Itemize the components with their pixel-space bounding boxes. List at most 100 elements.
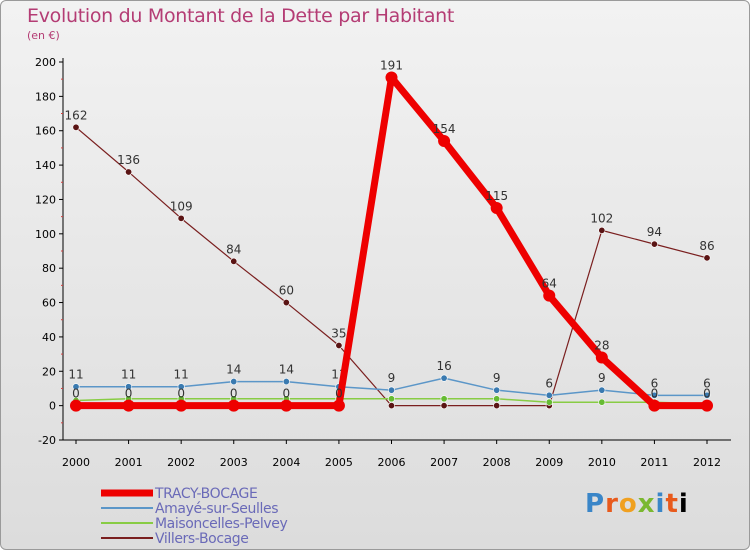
x-tick-label: 2005 (325, 456, 353, 469)
y-tick-label: 0 (49, 400, 56, 413)
data-label: 35 (331, 327, 346, 341)
chart-title: Evolution du Montant de la Dette par Hab… (27, 5, 455, 27)
data-point (650, 240, 658, 248)
data-point (438, 135, 451, 148)
data-point (598, 226, 606, 234)
data-label: 136 (117, 153, 140, 167)
data-point (227, 399, 240, 412)
data-point (387, 395, 395, 403)
data-point (230, 257, 238, 265)
data-label: 154 (433, 122, 456, 136)
data-label: 9 (388, 371, 396, 385)
data-point (490, 202, 503, 215)
x-tick-label: 2011 (640, 456, 668, 469)
data-point (125, 383, 133, 391)
data-label: 64 (542, 277, 557, 291)
data-label: 14 (226, 363, 241, 377)
data-label: 11 (174, 368, 189, 382)
data-point (387, 386, 395, 394)
data-point (280, 399, 293, 412)
legend-label: TRACY-BOCAGE (154, 486, 257, 502)
data-label: 0 (230, 387, 238, 401)
data-label: 102 (590, 211, 613, 225)
data-point (650, 391, 658, 399)
data-label: 6 (703, 376, 711, 390)
logo-letter: P (585, 489, 606, 519)
logo-letter: x (637, 489, 656, 519)
x-tick-label: 2008 (483, 456, 511, 469)
x-tick-label: 2006 (378, 456, 406, 469)
y-tick-label: 140 (35, 159, 56, 172)
series-line (76, 73, 707, 410)
y-tick-label: -20 (38, 434, 56, 447)
data-label: 162 (65, 108, 88, 122)
data-point (493, 386, 501, 394)
data-label: 115 (485, 189, 508, 203)
data-point (332, 399, 345, 412)
x-tick-label: 2001 (115, 456, 143, 469)
data-label: 0 (335, 387, 343, 401)
data-label: 0 (703, 387, 711, 401)
data-label: 11 (68, 368, 83, 382)
logo-letter: o (618, 489, 638, 519)
y-tick-label: 20 (42, 365, 56, 378)
logo-letter: i (678, 489, 689, 519)
data-point (387, 402, 395, 410)
logo-letter: i (655, 489, 666, 519)
data-point (177, 214, 185, 222)
data-point (122, 399, 135, 412)
data-point (440, 395, 448, 403)
data-point (72, 383, 80, 391)
y-tick-label: 200 (35, 56, 56, 69)
data-label: 191 (380, 58, 403, 72)
x-tick-label: 2007 (430, 456, 458, 469)
data-label: 6 (545, 376, 553, 390)
logo-letter: r (605, 489, 619, 519)
data-point (701, 399, 713, 412)
logo-letter: t (665, 489, 679, 519)
x-tick-label: 2002 (167, 456, 195, 469)
legend: TRACY-BOCAGEAmayé-sur-SeullesMaisoncelle… (101, 486, 288, 547)
data-point (703, 254, 711, 262)
data-label: 14 (279, 363, 294, 377)
data-point (72, 123, 80, 131)
data-label: 60 (279, 284, 294, 298)
data-point (335, 341, 343, 349)
data-point (282, 299, 290, 307)
data-point (545, 398, 553, 406)
data-point (440, 402, 448, 410)
data-label: 0 (177, 387, 185, 401)
y-tick-label: 180 (35, 90, 56, 103)
y-tick-label: 60 (42, 297, 56, 310)
series-tracy-bocage: 0 0 0 0 0 0 191 154 115 64 28 0 0 (70, 58, 713, 412)
data-label: 94 (647, 225, 662, 239)
data-point (282, 378, 290, 386)
data-point (125, 168, 133, 176)
x-tick-label: 2009 (535, 456, 563, 469)
legend-label: Amayé-sur-Seulles (155, 501, 278, 517)
data-label: 84 (226, 242, 241, 256)
legend-label: Maisoncelles-Pelvey (155, 516, 287, 532)
data-label: 86 (699, 239, 714, 253)
data-point (595, 351, 608, 364)
data-label: 11 (121, 368, 136, 382)
data-point (493, 402, 501, 410)
data-label: 0 (72, 387, 80, 401)
data-point (70, 399, 82, 412)
data-point (543, 289, 556, 302)
data-label: 0 (283, 387, 291, 401)
y-tick-label: 160 (35, 125, 56, 138)
data-point (175, 399, 188, 412)
data-label: 0 (125, 387, 133, 401)
data-label: 6 (651, 376, 659, 390)
data-point (177, 383, 185, 391)
legend-label: Villers-Bocage (155, 531, 249, 547)
x-tick-label: 2012 (693, 456, 721, 469)
data-point (385, 71, 398, 84)
data-point (598, 386, 606, 394)
data-point (703, 391, 711, 399)
